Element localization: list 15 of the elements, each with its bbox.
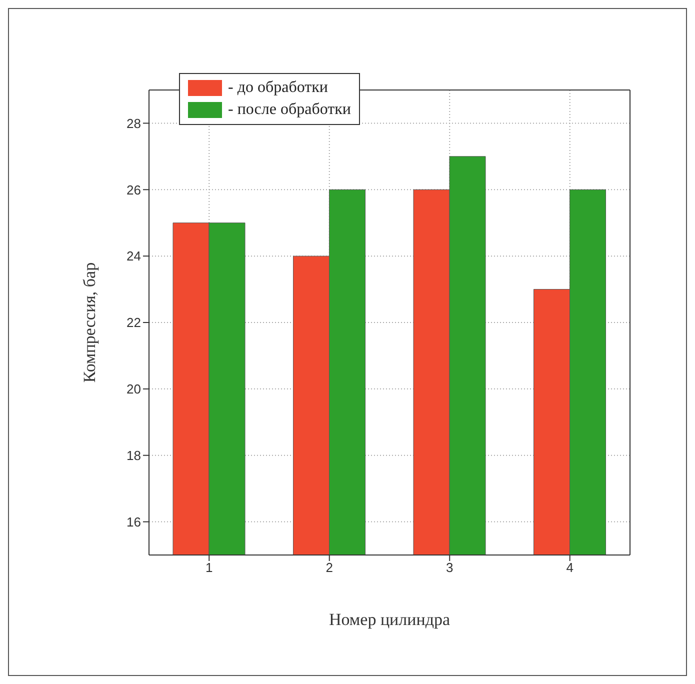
x-tick-label: 3 [446, 560, 454, 576]
y-tick-label: 20 [126, 382, 141, 397]
y-tick-label: 24 [126, 248, 141, 264]
x-tick-label: 1 [206, 560, 213, 576]
x-tick-label: 2 [326, 560, 333, 576]
y-tick-label: 26 [126, 182, 141, 198]
x-axis-title: Номер цилиндра [328, 610, 450, 629]
y-tick-label: 16 [126, 514, 141, 530]
y-tick-label: 22 [126, 315, 141, 330]
y-tick-label: 28 [126, 116, 141, 131]
legend-label: - после обработки [228, 100, 351, 120]
x-tick-label: 4 [566, 560, 574, 576]
y-axis-title: Компрессия, бар [80, 262, 100, 383]
legend-label: - до обработки [228, 78, 328, 98]
y-tick-label: 18 [126, 448, 141, 463]
